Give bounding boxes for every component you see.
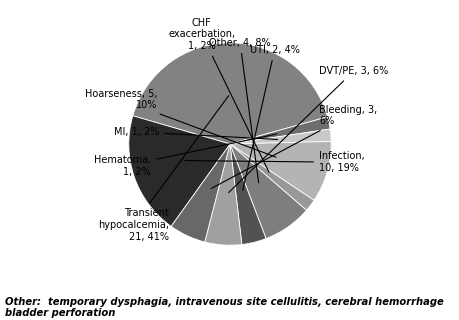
Text: Hoarseness, 5,
10%: Hoarseness, 5, 10%	[84, 89, 275, 157]
Wedge shape	[230, 144, 265, 244]
Text: Hematoma,
1, 2%: Hematoma, 1, 2%	[94, 134, 276, 177]
Text: Bleeding, 3,
6%: Bleeding, 3, 6%	[211, 105, 376, 188]
Text: MI, 1, 2%: MI, 1, 2%	[113, 127, 277, 140]
Text: Infection,
10, 19%: Infection, 10, 19%	[185, 151, 364, 173]
Wedge shape	[133, 43, 327, 144]
Text: CHF
exacerbation,
1, 2%: CHF exacerbation, 1, 2%	[168, 18, 269, 172]
Wedge shape	[230, 144, 306, 239]
Wedge shape	[230, 117, 330, 144]
Wedge shape	[129, 116, 230, 226]
Text: DVT/PE, 3, 6%: DVT/PE, 3, 6%	[228, 66, 387, 193]
Text: Other:  temporary dysphagia, intravenous site cellulitis, cerebral hemorrhage
bl: Other: temporary dysphagia, intravenous …	[5, 297, 442, 318]
Wedge shape	[230, 144, 313, 210]
Text: UTI, 2, 4%: UTI, 2, 4%	[242, 45, 299, 190]
Text: Transient
hypocalcemia,
21, 41%: Transient hypocalcemia, 21, 41%	[98, 96, 228, 242]
Wedge shape	[230, 141, 330, 200]
Text: Other, 4, 8%: Other, 4, 8%	[209, 38, 270, 183]
Wedge shape	[204, 144, 241, 245]
Wedge shape	[230, 129, 330, 144]
Wedge shape	[171, 144, 230, 242]
